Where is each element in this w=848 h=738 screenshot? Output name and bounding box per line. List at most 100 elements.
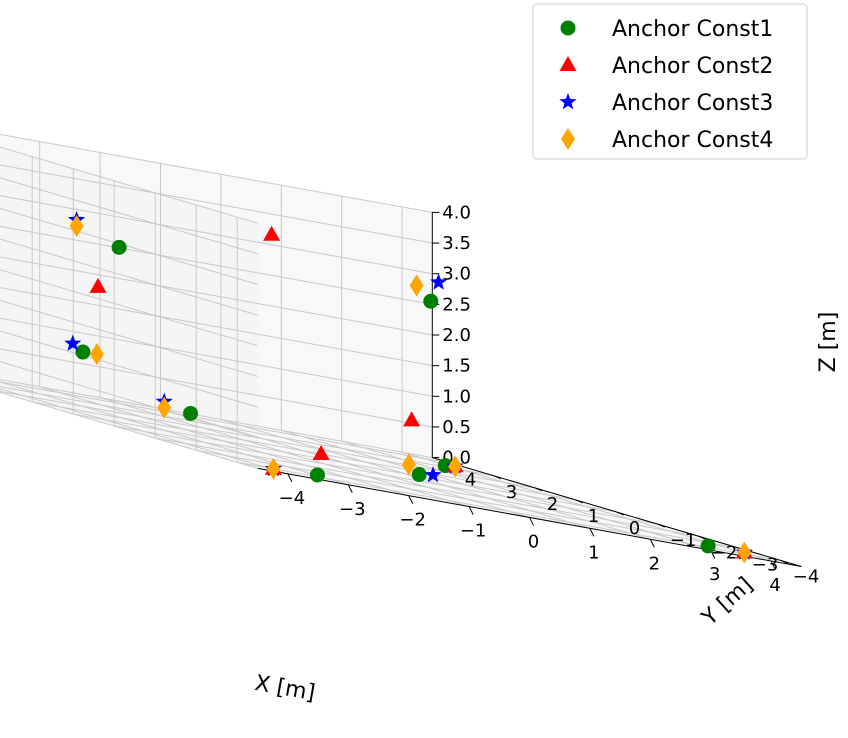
legend-frame bbox=[532, 3, 808, 160]
x-tick-mark bbox=[287, 473, 293, 483]
legend-label: Anchor Const3 bbox=[612, 91, 773, 116]
series-4-marker bbox=[409, 274, 424, 297]
series-4-marker bbox=[266, 457, 281, 480]
z-tick-label: 0.5 bbox=[442, 417, 471, 438]
grid-line-z-side bbox=[0, 146, 258, 224]
y-tick-label: −1 bbox=[670, 530, 697, 551]
y-tick-mark bbox=[657, 523, 665, 528]
series-2-marker bbox=[312, 445, 330, 460]
legend-label: Anchor Const2 bbox=[612, 54, 773, 79]
grid-line-z-side bbox=[0, 361, 258, 439]
legend: Anchor Const1 Anchor Const2 Anchor Const3 A… bbox=[532, 3, 808, 160]
series-1-marker bbox=[75, 344, 91, 360]
series-3-marker bbox=[424, 466, 442, 483]
x-tick-label: −2 bbox=[399, 510, 426, 531]
series-1-marker bbox=[700, 538, 716, 554]
series-2-marker bbox=[403, 411, 421, 427]
x-tick-label: 4 bbox=[769, 575, 780, 596]
series-4-marker bbox=[448, 455, 463, 478]
y-tick-label: 3 bbox=[506, 482, 517, 503]
legend-entry-2: Anchor Const2 bbox=[559, 54, 773, 79]
x-tick-mark bbox=[347, 484, 353, 493]
series-4-marker bbox=[401, 453, 416, 476]
x-tick-label: 2 bbox=[649, 553, 660, 574]
legend-label: Anchor Const1 bbox=[612, 17, 773, 42]
z-tick-label: 4.0 bbox=[442, 202, 471, 223]
z-tick-label: 2.5 bbox=[442, 294, 471, 315]
grid-line-z-side bbox=[0, 177, 258, 255]
x-tick-mark bbox=[468, 506, 474, 515]
series-4 bbox=[69, 215, 752, 564]
x-tick-label: −1 bbox=[460, 521, 487, 542]
series-2-marker bbox=[263, 225, 281, 241]
series-1-marker bbox=[111, 239, 127, 255]
x-tick-label: −3 bbox=[339, 499, 366, 520]
series-4-marker bbox=[89, 343, 104, 366]
y-tick-label: 1 bbox=[588, 506, 599, 527]
grid-lines bbox=[0, 133, 781, 562]
grid-line-y-floor bbox=[73, 413, 617, 513]
y-tick-mark bbox=[780, 559, 788, 564]
grid-line-z-side bbox=[0, 330, 258, 408]
series-1-marker bbox=[183, 405, 199, 421]
legend-label: Anchor Const4 bbox=[612, 128, 773, 153]
x-tick-mark bbox=[770, 560, 776, 570]
series-1-marker bbox=[411, 467, 427, 483]
legend-marker bbox=[560, 20, 576, 36]
y-axis-label: Y [m] bbox=[697, 573, 758, 632]
tick-labels: −4−3−2−101234−4−3−2−1012340.00.51.01.52.… bbox=[279, 202, 820, 596]
y-tick-label: −2 bbox=[711, 542, 738, 563]
y-tick-mark bbox=[698, 535, 706, 540]
series-4-marker bbox=[69, 215, 84, 237]
data-markers bbox=[64, 210, 753, 564]
x-tick-mark bbox=[589, 528, 595, 537]
grid-line-y-floor bbox=[114, 425, 658, 525]
legend-entry-1: Anchor Const1 bbox=[560, 17, 773, 42]
z-axis-label: Z [m] bbox=[816, 312, 841, 373]
y-tick-mark bbox=[493, 475, 501, 480]
grid-line-z-side bbox=[0, 299, 258, 377]
legend-marker bbox=[559, 56, 577, 71]
y-tick-label: −4 bbox=[793, 566, 820, 587]
series-2-marker bbox=[89, 277, 107, 293]
y-tick-label: −3 bbox=[752, 554, 779, 575]
x-tick-mark bbox=[649, 539, 655, 548]
x-axis-label: X [m] bbox=[253, 671, 317, 706]
grid-line-y-floor bbox=[32, 401, 576, 501]
series-3-marker bbox=[64, 334, 82, 351]
legend-entry-3: Anchor Const3 bbox=[559, 91, 773, 116]
legend-marker bbox=[561, 128, 575, 150]
x-tick-label: 0 bbox=[528, 531, 539, 552]
z-tick-label: 3.5 bbox=[442, 233, 471, 254]
legend-marker bbox=[559, 93, 577, 110]
series-3-marker bbox=[430, 273, 448, 290]
y-tick-label: 2 bbox=[547, 494, 558, 515]
series-1 bbox=[75, 239, 716, 554]
z-tick-label: 1.5 bbox=[442, 356, 471, 377]
series-4-marker bbox=[737, 541, 752, 564]
y-tick-mark bbox=[534, 487, 542, 492]
y-tick-label: 0 bbox=[629, 518, 640, 539]
y-tick-mark bbox=[616, 511, 624, 516]
x-tick-mark bbox=[408, 495, 414, 504]
x-tick-label: 1 bbox=[588, 542, 599, 563]
grid-line-z-back bbox=[0, 133, 433, 213]
grid-line-z-side bbox=[0, 269, 258, 347]
x-tick-label: −4 bbox=[279, 488, 306, 509]
grid-line-y-floor bbox=[196, 449, 740, 549]
z-tick-label: 3.0 bbox=[442, 264, 471, 285]
legend-entry-4: Anchor Const4 bbox=[561, 128, 773, 153]
series-4-marker bbox=[157, 396, 172, 419]
z-tick-label: 2.0 bbox=[442, 325, 471, 346]
y-tick-mark bbox=[575, 499, 583, 504]
x-tick-mark bbox=[529, 517, 534, 526]
series-1-marker bbox=[423, 293, 439, 309]
grid-line-z-side bbox=[0, 238, 258, 316]
grid-line-y-floor bbox=[237, 461, 781, 561]
y-tick-label: 4 bbox=[465, 470, 476, 491]
grid-line-z-side bbox=[0, 391, 258, 469]
series-1-marker bbox=[309, 467, 325, 483]
grid-line-y-floor bbox=[155, 437, 699, 537]
x-tick-label: 3 bbox=[709, 564, 720, 585]
